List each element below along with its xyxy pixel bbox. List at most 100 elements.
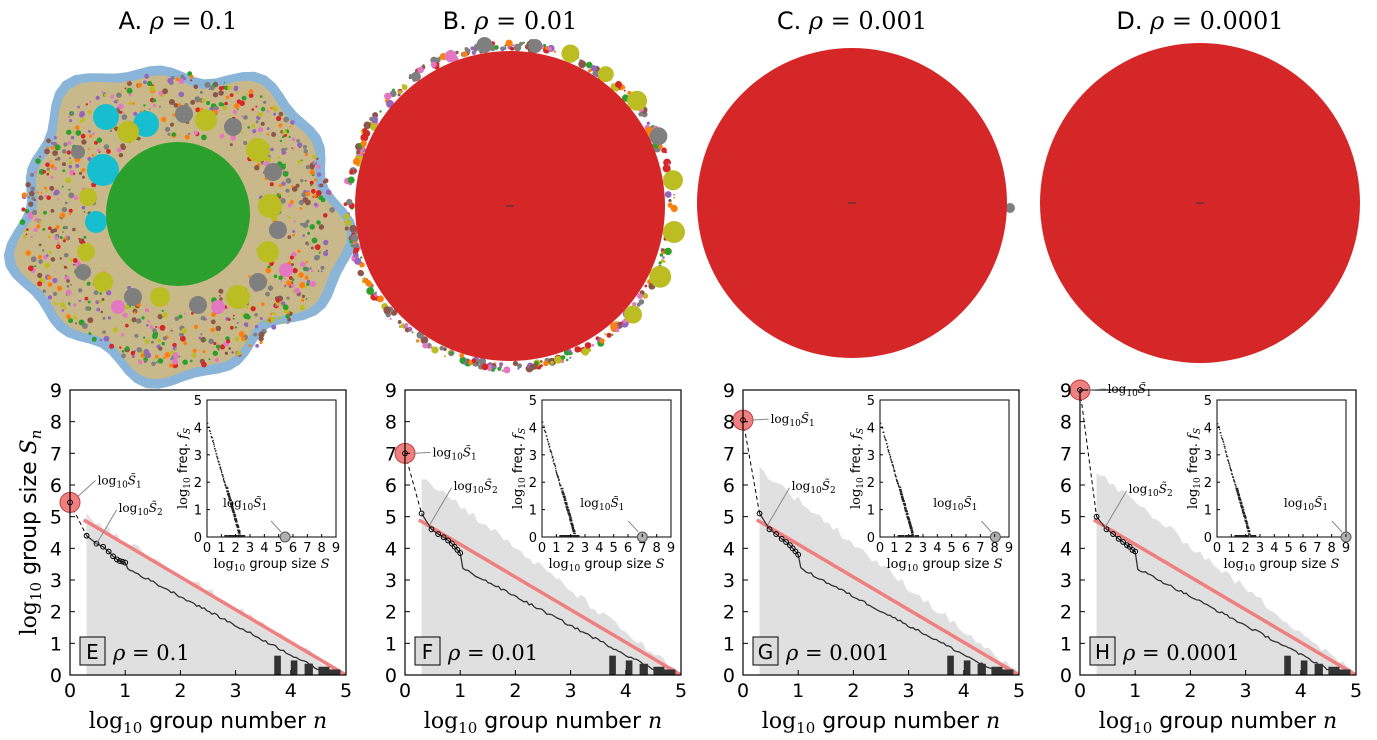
y-tick-label: 7 bbox=[1060, 443, 1072, 465]
freq-point bbox=[887, 449, 889, 451]
small-group bbox=[70, 284, 72, 286]
small-group bbox=[68, 318, 74, 324]
small-group bbox=[233, 86, 238, 92]
small-group bbox=[162, 312, 168, 319]
small-group bbox=[288, 135, 291, 138]
small-group bbox=[309, 281, 316, 287]
small-group bbox=[130, 350, 136, 356]
small-group bbox=[323, 178, 328, 184]
freq-point bbox=[563, 498, 567, 500]
freq-point bbox=[570, 519, 573, 522]
small-group bbox=[257, 127, 264, 133]
small-group bbox=[195, 107, 201, 113]
inset-x-tick-label: 6 bbox=[1299, 541, 1307, 556]
small-group bbox=[28, 213, 34, 220]
freq-point bbox=[909, 524, 912, 527]
medium-group bbox=[257, 241, 279, 263]
inset-y-tick-label: 3 bbox=[1204, 449, 1212, 464]
small-group bbox=[65, 235, 68, 238]
inset-y-label: log10 freq. fS bbox=[176, 428, 193, 509]
y-tick-label: 0 bbox=[723, 665, 735, 687]
freq-point bbox=[1221, 437, 1223, 439]
small-group bbox=[478, 357, 487, 365]
small-group bbox=[219, 133, 225, 139]
annotation-leader bbox=[750, 418, 769, 421]
small-group bbox=[435, 57, 441, 63]
small-group bbox=[49, 185, 55, 191]
freq-point bbox=[897, 481, 899, 483]
small-group bbox=[316, 157, 319, 161]
small-group bbox=[638, 112, 643, 117]
small-group bbox=[56, 156, 61, 161]
small-group bbox=[234, 326, 237, 329]
small-group bbox=[217, 348, 220, 351]
small-group bbox=[319, 250, 322, 253]
small-group bbox=[59, 236, 63, 240]
small-group bbox=[95, 95, 100, 100]
freq-point bbox=[213, 445, 215, 447]
freq-point bbox=[881, 427, 884, 429]
small-group bbox=[301, 294, 305, 298]
medium-group bbox=[93, 104, 119, 130]
small-group bbox=[313, 194, 317, 198]
small-group bbox=[311, 165, 314, 168]
freq-point bbox=[569, 516, 572, 519]
freq-point bbox=[906, 513, 909, 515]
freq-point bbox=[207, 422, 209, 424]
y-tick-label: 3 bbox=[723, 570, 735, 592]
small-group bbox=[73, 172, 76, 175]
medium-group bbox=[411, 71, 421, 82]
freq-point bbox=[903, 504, 907, 506]
small-group bbox=[287, 235, 292, 240]
freq-point bbox=[891, 460, 893, 463]
small-group bbox=[604, 333, 607, 336]
freq-point bbox=[560, 487, 564, 490]
small-group bbox=[553, 50, 557, 53]
small-group bbox=[38, 259, 43, 264]
freq-point bbox=[916, 535, 919, 537]
small-group bbox=[178, 78, 184, 85]
freq-point bbox=[896, 480, 898, 483]
freq-point bbox=[225, 487, 229, 489]
small-group bbox=[33, 199, 36, 201]
small-group bbox=[325, 189, 332, 195]
rank-point bbox=[1110, 531, 1117, 537]
inset-x-tick-label: 1 bbox=[890, 541, 898, 556]
small-group bbox=[78, 237, 81, 240]
small-group bbox=[125, 323, 129, 328]
freq-point bbox=[212, 439, 214, 442]
tail-block bbox=[1300, 660, 1308, 675]
inset-x-tick-label: 9 bbox=[1005, 541, 1013, 556]
freq-point bbox=[908, 522, 912, 525]
small-group bbox=[96, 307, 101, 312]
rho-label: ρ = 0.001 bbox=[785, 641, 889, 665]
y-tick-label: 5 bbox=[1060, 507, 1072, 529]
small-group bbox=[203, 338, 207, 342]
small-group bbox=[136, 136, 141, 141]
freq-point bbox=[216, 456, 218, 458]
freq-point bbox=[565, 505, 568, 507]
medium-group bbox=[175, 105, 193, 123]
y-tick-label: 3 bbox=[385, 570, 397, 592]
small-group bbox=[78, 288, 83, 293]
small-group bbox=[36, 191, 40, 194]
small-group bbox=[517, 363, 522, 369]
freq-point bbox=[1242, 512, 1245, 514]
small-group bbox=[301, 298, 305, 302]
small-group bbox=[504, 44, 507, 47]
small-group bbox=[120, 143, 126, 149]
small-group bbox=[81, 168, 86, 172]
top-row: A. ρ = 0.1 B. ρ = 0.01 C. ρ = 0.001 D. ρ = … bbox=[3, 7, 1360, 389]
small-group bbox=[178, 91, 185, 98]
freq-point bbox=[230, 535, 233, 537]
freq-point bbox=[887, 450, 890, 453]
small-group bbox=[190, 79, 193, 82]
small-group bbox=[86, 281, 91, 286]
small-group bbox=[430, 61, 437, 68]
rank-point bbox=[783, 539, 789, 545]
freq-point bbox=[223, 481, 226, 483]
small-group bbox=[178, 314, 183, 319]
medium-group bbox=[624, 305, 642, 324]
y-tick-label: 7 bbox=[723, 443, 735, 465]
